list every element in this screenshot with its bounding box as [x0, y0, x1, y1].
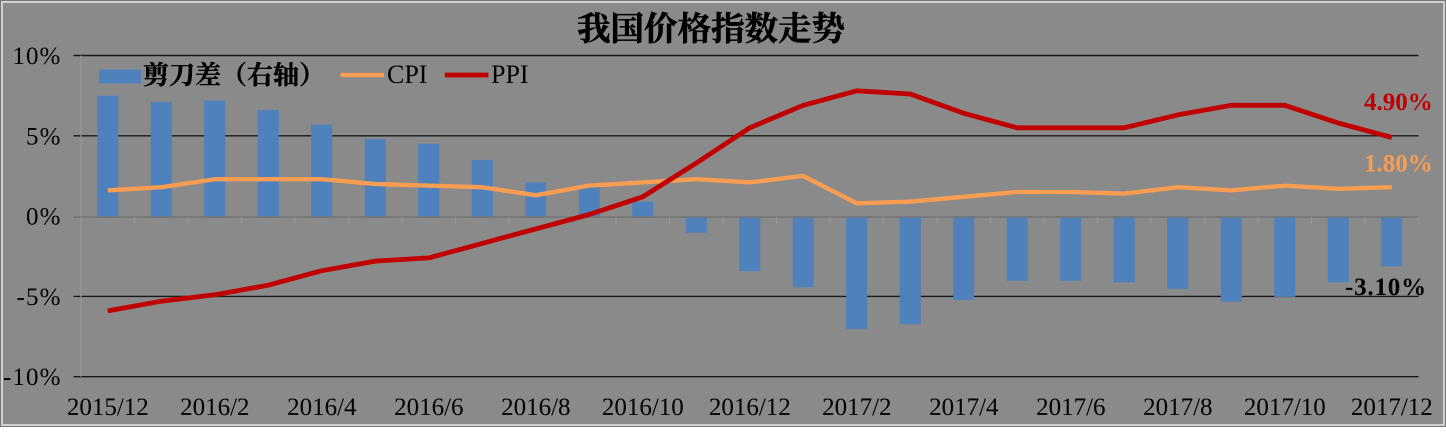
svg-text:2015/12: 2015/12 — [67, 394, 149, 421]
svg-text:10%: 10% — [12, 43, 61, 70]
svg-text:-10%: -10% — [3, 364, 62, 391]
svg-text:PPI: PPI — [491, 60, 529, 89]
svg-text:2017/2: 2017/2 — [822, 394, 891, 421]
svg-text:2016/2: 2016/2 — [180, 394, 249, 421]
svg-text:2017/12: 2017/12 — [1351, 394, 1433, 421]
svg-text:0%: 0% — [26, 204, 62, 231]
svg-text:-5%: -5% — [17, 284, 62, 311]
svg-text:2017/6: 2017/6 — [1036, 394, 1105, 421]
svg-text:CPI: CPI — [387, 60, 427, 89]
svg-text:5%: 5% — [26, 123, 62, 150]
svg-text:-3.10%: -3.10% — [1345, 274, 1427, 301]
svg-text:4.90%: 4.90% — [1364, 89, 1433, 116]
svg-text:2016/12: 2016/12 — [709, 394, 791, 421]
svg-text:2017/10: 2017/10 — [1244, 394, 1326, 421]
svg-text:2016/8: 2016/8 — [501, 394, 570, 421]
svg-text:2016/4: 2016/4 — [287, 394, 357, 421]
svg-text:2016/6: 2016/6 — [394, 394, 463, 421]
svg-text:1.80%: 1.80% — [1364, 151, 1433, 178]
svg-text:2017/4: 2017/4 — [929, 394, 999, 421]
svg-text:2016/10: 2016/10 — [602, 394, 684, 421]
svg-text:2017/8: 2017/8 — [1143, 394, 1212, 421]
